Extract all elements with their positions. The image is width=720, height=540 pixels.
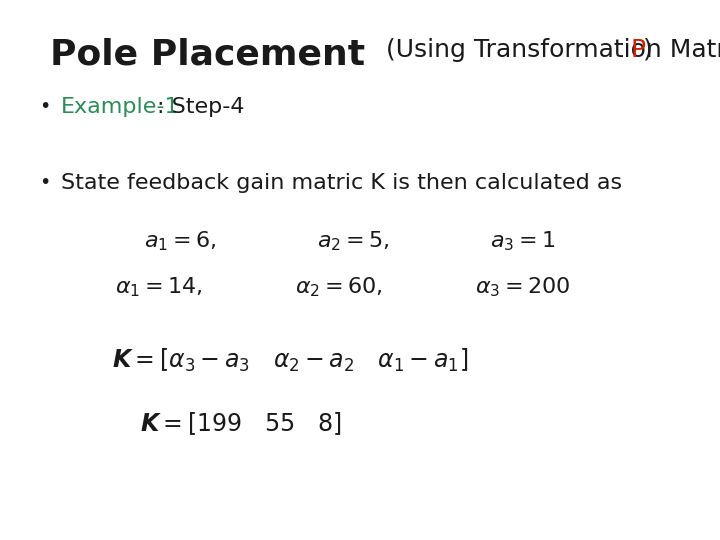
Text: $a_2= 5,$: $a_2= 5,$ [317,230,390,253]
Text: •: • [40,173,51,192]
Text: (Using Transformation Matrix: (Using Transformation Matrix [378,38,720,62]
Text: $a_1 = 6,$: $a_1 = 6,$ [144,230,217,253]
Text: P: P [631,38,646,62]
Text: $\alpha_1 = 14,$: $\alpha_1 = 14,$ [115,275,203,299]
Text: $\alpha_2= 60,$: $\alpha_2= 60,$ [295,275,383,299]
Text: : Step-4: : Step-4 [157,97,245,117]
Text: ): ) [643,38,653,62]
Text: •: • [40,97,51,116]
Text: State feedback gain matric K is then calculated as: State feedback gain matric K is then cal… [61,173,622,193]
Text: Pole Placement: Pole Placement [50,38,366,72]
Text: $\alpha_3= 200$: $\alpha_3= 200$ [475,275,571,299]
Text: $a_3= 1$: $a_3= 1$ [490,230,555,253]
Text: Example-1: Example-1 [61,97,180,117]
Text: $\boldsymbol{K} = [\alpha_3 - a_3 \quad \alpha_2 - a_2 \quad \alpha_1 - a_1]$: $\boldsymbol{K} = [\alpha_3 - a_3 \quad … [112,347,468,374]
Text: $\boldsymbol{K} = [199 \quad 55 \quad 8]$: $\boldsymbol{K} = [199 \quad 55 \quad 8]… [140,410,342,437]
